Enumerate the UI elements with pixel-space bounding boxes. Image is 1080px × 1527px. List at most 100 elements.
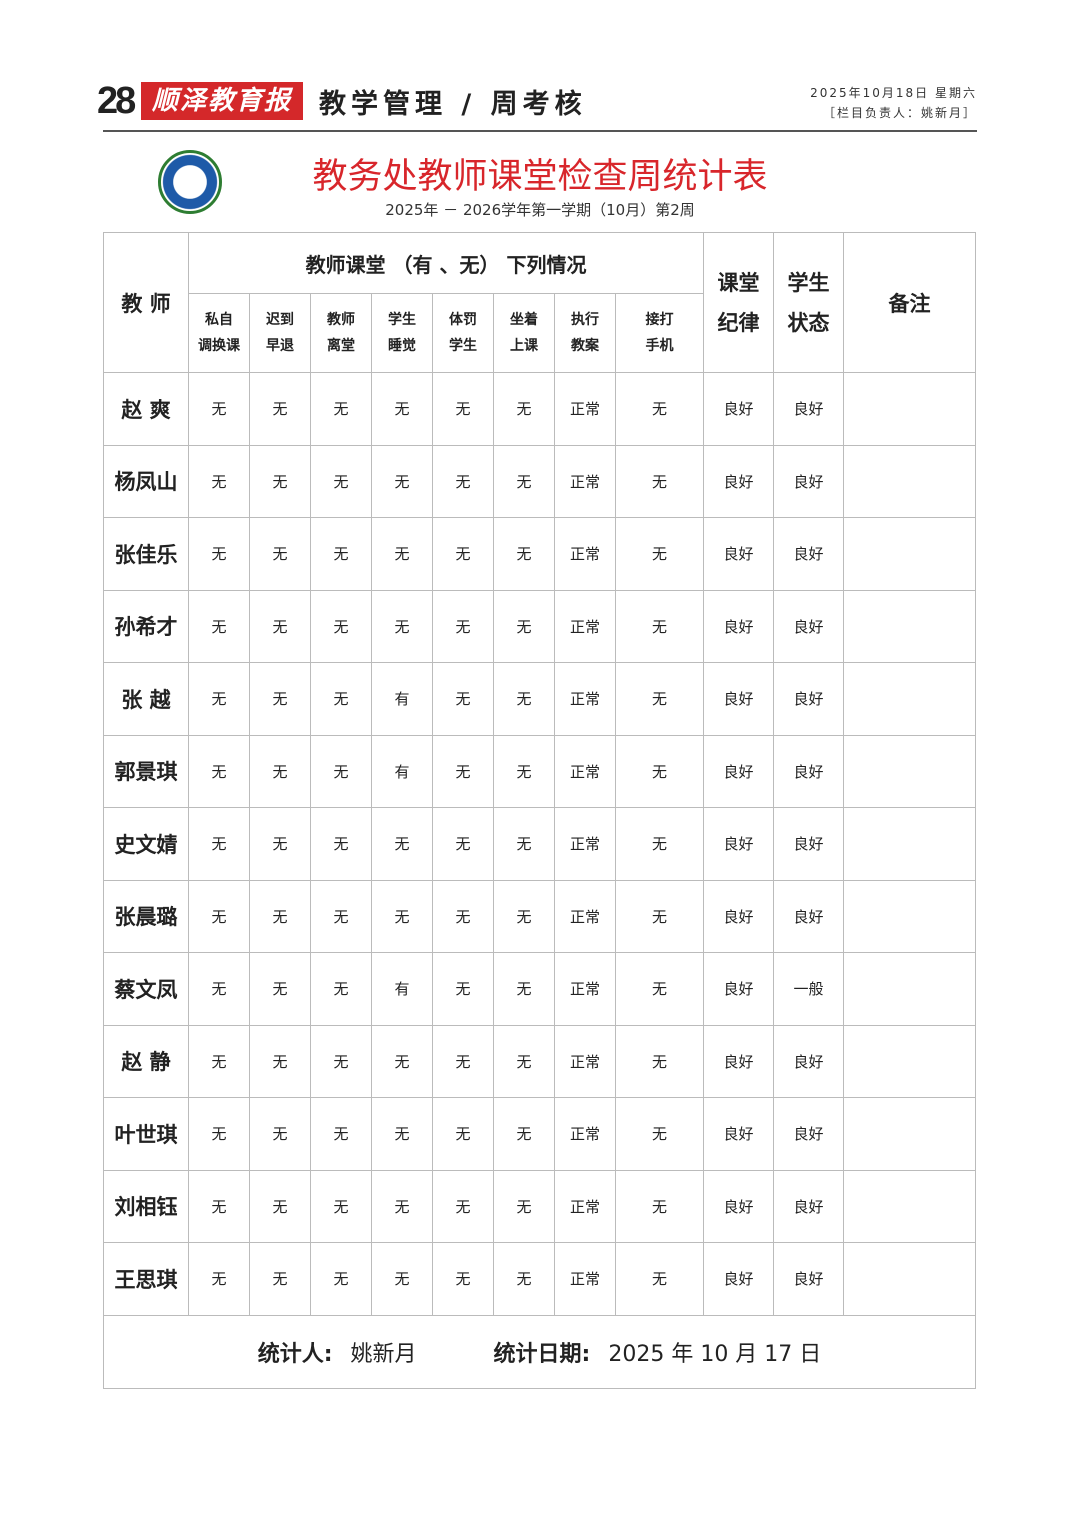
cell-value: 无	[493, 444, 555, 518]
remarks-cell	[843, 517, 976, 591]
remarks-cell	[843, 1024, 976, 1098]
column-title: 教学管理 / 周考核	[319, 89, 587, 120]
cell-value: 良好	[703, 1097, 775, 1171]
cell-value: 无	[310, 1024, 372, 1098]
remarks-cell	[843, 734, 976, 808]
cell-value: 无	[432, 734, 494, 808]
table-row: 叶世琪无无无无无无正常无良好 良好	[103, 1097, 976, 1171]
cell-value: 一般	[773, 952, 845, 1026]
cell-value: 良好	[703, 1169, 775, 1243]
teacher-name: 张佳乐	[103, 517, 189, 591]
cell-value: 无	[188, 662, 250, 736]
cell-value: 无	[371, 1242, 433, 1316]
cell-value: 无	[371, 1097, 433, 1171]
cell-value: 无	[188, 517, 250, 591]
cell-value: 无	[432, 952, 494, 1026]
group-header: 教师课堂 （有 、无） 下列情况	[187, 232, 705, 294]
table-row: 郭景琪无无无有无无正常无良好 良好	[103, 734, 976, 808]
cell-value: 无	[188, 952, 250, 1026]
cell-value: 无	[188, 444, 250, 518]
table-row: 王思琪无无无无无无正常无良好 良好	[103, 1242, 976, 1316]
stat-person: 姚新月	[350, 1341, 417, 1367]
cell-value: 无	[249, 662, 311, 736]
teacher-name: 赵 静	[103, 1024, 189, 1098]
stat-label: 统计人:	[257, 1341, 333, 1367]
cell-value: 无	[188, 589, 250, 663]
teacher-name: 蔡文凤	[103, 952, 189, 1026]
teacher-name: 史文婧	[103, 807, 189, 881]
cell-value: 正常	[554, 734, 616, 808]
cell-value: 无	[249, 1169, 311, 1243]
table-row: 张晨璐无无无无无无正常无良好 良好	[103, 879, 976, 953]
cell-value: 良好	[703, 952, 775, 1026]
newspaper-header: 28 顺泽教育报 教学管理 / 周考核 2025年10月18日 星期六 ［栏目负…	[97, 80, 977, 130]
cell-value: 无	[614, 517, 705, 591]
teacher-name: 张晨璐	[103, 879, 189, 953]
discipline-header: 课堂 纪律	[703, 232, 775, 373]
divider	[103, 130, 977, 132]
cell-value: 无	[371, 807, 433, 881]
cell-value: 无	[432, 662, 494, 736]
remarks-cell	[843, 952, 976, 1026]
cell-value: 正常	[554, 1242, 616, 1316]
table-row: 赵 爽无无无无无无正常无良好 良好	[103, 372, 976, 446]
cell-value: 无	[310, 517, 372, 591]
table-row: 杨凤山无无无无无无正常无良好 良好	[103, 444, 976, 518]
teacher-name: 王思琪	[103, 1242, 189, 1316]
cell-value: 无	[188, 807, 250, 881]
cell-value: 无	[188, 1024, 250, 1098]
table-row: 赵 静无无无无无无正常无良好 良好	[103, 1024, 976, 1098]
cell-value: 良好	[773, 517, 845, 591]
cell-value: 有	[371, 734, 433, 808]
cell-value: 无	[614, 734, 705, 808]
cell-value: 无	[432, 807, 494, 881]
cell-value: 正常	[554, 1169, 616, 1243]
cell-value: 无	[310, 662, 372, 736]
cell-value: 无	[249, 372, 311, 446]
cell-value: 无	[493, 1242, 555, 1316]
sub-header: 学生 睡觉	[371, 293, 433, 373]
remarks-cell	[843, 589, 976, 663]
cell-value: 无	[493, 517, 555, 591]
cell-value: 无	[614, 372, 705, 446]
remarks-cell	[843, 662, 976, 736]
cell-value: 无	[371, 1169, 433, 1243]
cell-value: 无	[432, 372, 494, 446]
inspection-table: 教 师 教师课堂 （有 、无） 下列情况 课堂 纪律 学生 状态 备注 私自 调换课迟…	[103, 232, 976, 1389]
remarks-header: 备注	[843, 232, 976, 373]
teacher-name: 叶世琪	[103, 1097, 189, 1171]
cell-value: 良好	[773, 734, 845, 808]
cell-value: 无	[188, 1242, 250, 1316]
cell-value: 无	[371, 444, 433, 518]
cell-value: 良好	[703, 517, 775, 591]
teacher-name: 刘相钰	[103, 1169, 189, 1243]
remarks-cell	[843, 807, 976, 881]
cell-value: 无	[188, 879, 250, 953]
cell-value: 良好	[703, 734, 775, 808]
cell-value: 无	[310, 879, 372, 953]
brand-logo: 顺泽教育报	[141, 82, 303, 120]
cell-value: 无	[188, 734, 250, 808]
cell-value: 正常	[554, 444, 616, 518]
date-label: 统计日期:	[493, 1341, 591, 1367]
cell-value: 无	[371, 517, 433, 591]
cell-value: 无	[371, 879, 433, 953]
cell-value: 正常	[554, 372, 616, 446]
cell-value: 无	[310, 734, 372, 808]
cell-value: 无	[493, 1169, 555, 1243]
cell-value: 正常	[554, 1024, 616, 1098]
cell-value: 无	[371, 589, 433, 663]
cell-value: 良好	[773, 879, 845, 953]
cell-value: 良好	[703, 444, 775, 518]
cell-value: 无	[432, 1169, 494, 1243]
remarks-cell	[843, 1097, 976, 1171]
table-row: 蔡文凤无无无有无无正常无良好 一般	[103, 952, 976, 1026]
cell-value: 无	[493, 807, 555, 881]
cell-value: 良好	[773, 1169, 845, 1243]
page-subtitle: 2025年 － 2026学年第一学期（10月）第2周	[385, 201, 695, 219]
cell-value: 无	[310, 1097, 372, 1171]
cell-value: 无	[493, 372, 555, 446]
cell-value: 良好	[703, 1242, 775, 1316]
page-number: 28	[97, 80, 136, 122]
